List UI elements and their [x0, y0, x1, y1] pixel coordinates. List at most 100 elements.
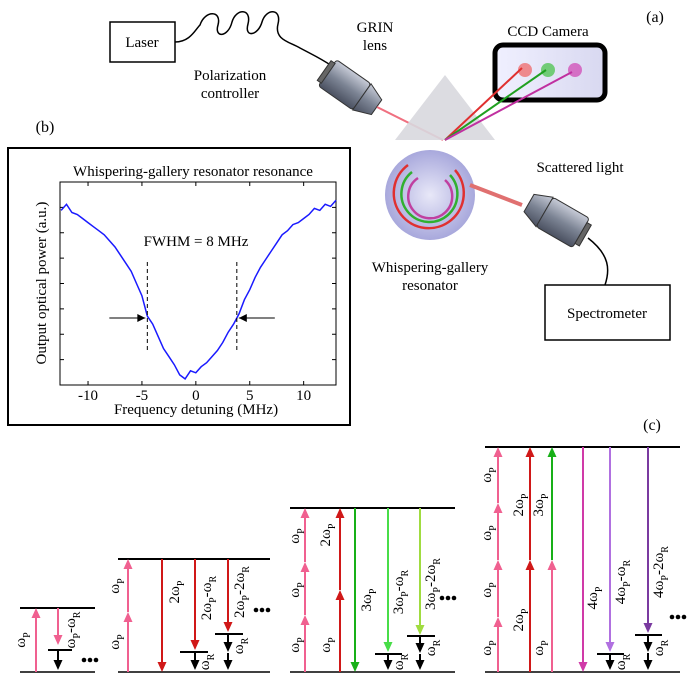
label-part: -2ω — [423, 565, 439, 587]
label-part: -ω — [391, 576, 407, 591]
ellipsis-dot — [452, 596, 457, 601]
ellipsis-dot — [446, 596, 451, 601]
fiber — [175, 12, 332, 66]
label-part: ω — [63, 638, 79, 648]
polarization-controller-label: controller — [201, 86, 259, 102]
transition-label: 4ωP-ωR — [613, 559, 632, 604]
label-part: R — [660, 639, 671, 646]
arrowhead — [301, 562, 310, 572]
ellipsis-dot — [682, 615, 687, 620]
transition-label: ωP — [531, 640, 550, 656]
arrowhead — [494, 617, 503, 627]
arrowhead — [494, 503, 503, 513]
transition-label: ωP — [287, 528, 306, 544]
transition-label: ωP — [479, 640, 498, 656]
transition-label: 3ωP-2ωR — [423, 558, 442, 610]
panel-border — [8, 148, 350, 425]
label-part: ω — [107, 640, 123, 650]
spectrometer-label: Spectrometer — [567, 306, 647, 322]
label-part: ω — [318, 643, 334, 653]
arrowhead — [579, 662, 588, 672]
label-part: ω — [423, 646, 439, 656]
label-part: P — [327, 523, 338, 529]
ccd-label: CCD Camera — [507, 24, 589, 40]
polarization-controller-label: Polarization — [194, 68, 267, 84]
arrowhead — [644, 623, 653, 633]
annotation: FWHM = 8 MHz — [144, 234, 249, 250]
label-part: P — [540, 493, 551, 499]
objective — [521, 188, 594, 250]
arrowhead — [124, 559, 133, 569]
transition-label: ωR — [423, 639, 442, 656]
label-part: 3ω — [391, 597, 407, 615]
spot — [568, 63, 582, 77]
arrowhead — [494, 560, 503, 570]
label-part: ω — [479, 588, 495, 598]
label-part: R — [622, 559, 633, 566]
label-part: -ω — [63, 618, 79, 633]
label-part: 3ω — [423, 592, 439, 610]
arrowhead — [124, 612, 133, 622]
x-tick-label: 10 — [296, 388, 311, 404]
transition-label: 3ωP — [359, 588, 378, 611]
ellipsis-dot — [94, 658, 99, 663]
transition-label: ωR — [231, 637, 250, 654]
label-part: P — [116, 634, 127, 640]
label-part: R — [660, 546, 671, 553]
label-part: 2ω — [167, 586, 183, 604]
label-part: ω — [107, 584, 123, 594]
label-part: ω — [479, 531, 495, 541]
label-part: P — [488, 582, 499, 588]
label-part: 2ω — [232, 600, 248, 618]
arrowhead — [336, 508, 345, 518]
transition-label: ωP — [479, 467, 498, 483]
label-part: R — [240, 637, 251, 644]
transition-label: 2ωP — [511, 608, 530, 631]
arrowhead — [336, 590, 345, 600]
transition-label: 4ωP — [585, 586, 604, 609]
label-part: P — [176, 580, 187, 586]
arrowhead — [416, 660, 425, 670]
label-part: P — [368, 588, 379, 594]
arrowhead — [494, 447, 503, 457]
label-part: P — [488, 525, 499, 531]
label-part: ω — [13, 638, 29, 648]
transition-label: ωP — [287, 582, 306, 598]
transition-label: 4ωP-2ωR — [651, 546, 670, 598]
spot — [541, 63, 555, 77]
label-part: 2ω — [511, 614, 527, 632]
data-line — [61, 200, 336, 379]
label-part: 3ω — [531, 499, 547, 517]
panel-label: (b) — [36, 119, 55, 136]
arrowhead — [301, 508, 310, 518]
x-tick-label: 0 — [192, 388, 200, 404]
label-part: -2ω — [651, 553, 667, 575]
transition-label: ωP — [107, 578, 126, 594]
ellipsis-dot — [676, 615, 681, 620]
transition-label: 2ωP — [318, 523, 337, 546]
panel-label: (a) — [646, 9, 664, 26]
arrowhead — [224, 622, 233, 632]
transition-label: ωP — [479, 525, 498, 541]
label-part: 2ω — [511, 499, 527, 517]
transition-label: ωR — [613, 653, 632, 670]
label-part: R — [72, 611, 83, 618]
label-part: R — [622, 653, 633, 660]
arrowhead — [54, 660, 63, 670]
label-part: ω — [197, 660, 213, 670]
label-part: 2ω — [199, 603, 215, 621]
label-part: ω — [479, 646, 495, 656]
grin-lens-label: lens — [363, 38, 387, 54]
label-part: R — [208, 575, 219, 582]
transition-label: 2ωP — [511, 493, 530, 516]
grin-lens-label: GRIN — [357, 20, 394, 36]
label-part: ω — [479, 473, 495, 483]
label-part: ω — [531, 646, 547, 656]
label-part: P — [116, 578, 127, 584]
arrowhead — [54, 635, 63, 645]
transition-label: ωP — [318, 637, 337, 653]
arrowhead — [526, 447, 535, 457]
ellipsis-dot — [266, 608, 271, 613]
label-part: P — [520, 493, 531, 499]
laser-label: Laser — [125, 35, 158, 51]
